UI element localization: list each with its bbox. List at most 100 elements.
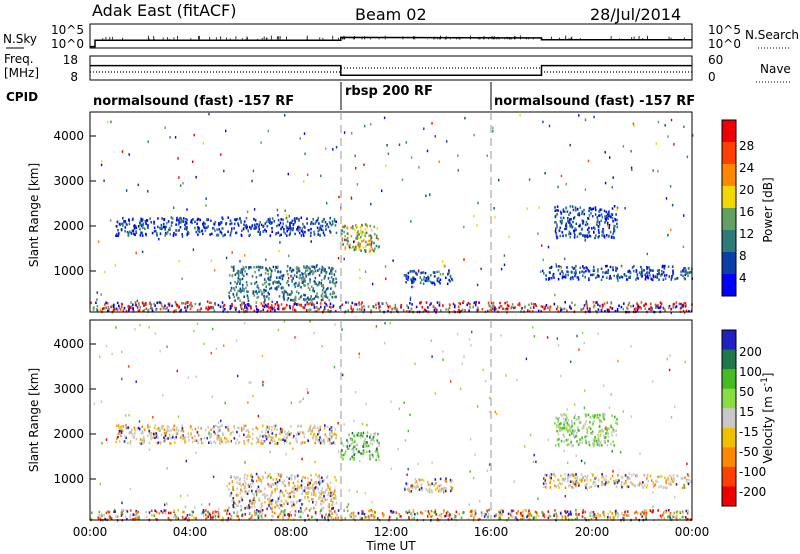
heat-cell (473, 516, 475, 519)
heat-cell (357, 230, 360, 233)
heat-cell (448, 511, 451, 515)
heat-cell (258, 228, 261, 231)
heat-cell (254, 282, 256, 285)
heat-cell (409, 413, 411, 417)
heat-cell (291, 227, 294, 231)
heat-cell (110, 517, 113, 520)
heat-cell (378, 458, 380, 462)
heat-cell (113, 510, 115, 513)
heat-cell (312, 433, 315, 436)
heat-cell (138, 303, 140, 307)
heat-cell (400, 305, 402, 309)
heat-cell (310, 231, 312, 235)
heat-cell (243, 295, 245, 298)
heat-cell (652, 481, 654, 484)
heat-cell (309, 234, 312, 237)
heat-cell (286, 220, 289, 223)
heat-cell (141, 234, 144, 237)
heat-cell (425, 301, 428, 304)
heat-cell (230, 286, 233, 290)
heat-cell (106, 302, 109, 305)
heat-cell (278, 281, 281, 284)
heat-cell (177, 415, 180, 418)
heat-cell (570, 270, 573, 274)
heat-cell (480, 511, 483, 514)
heat-cell (140, 224, 143, 228)
heat-cell (306, 173, 309, 176)
heat-cell (351, 455, 354, 458)
heat-cell (573, 229, 576, 233)
heat-cell (160, 509, 163, 513)
heat-cell (583, 208, 585, 212)
heat-cell (354, 391, 357, 394)
heat-cell (630, 415, 632, 418)
heat-cell (300, 234, 303, 237)
heat-cell (555, 416, 557, 420)
heat-cell (329, 488, 331, 491)
heat-cell (260, 439, 263, 442)
heat-cell (345, 450, 347, 453)
heat-cell (494, 410, 496, 414)
heat-cell (227, 425, 229, 428)
heat-cell (171, 221, 174, 224)
heat-cell (349, 243, 351, 246)
heat-cell (385, 301, 388, 305)
heat-cell (264, 282, 266, 285)
heat-cell (125, 414, 127, 417)
heat-cell (597, 332, 599, 335)
heat-cell (320, 174, 322, 178)
heat-cell (656, 273, 659, 276)
heat-cell (319, 509, 322, 513)
heat-cell (686, 155, 689, 159)
heat-cell (330, 497, 333, 501)
heat-cell (581, 270, 583, 273)
heat-cell (550, 476, 552, 480)
heat-cell (309, 424, 312, 428)
heat-cell (642, 481, 644, 484)
heat-cell (625, 274, 628, 278)
heat-cell (491, 305, 494, 308)
heat-cell (208, 432, 210, 435)
heat-cell (424, 271, 427, 275)
heat-cell (350, 305, 352, 308)
heat-cell (370, 244, 372, 247)
heat-cell (270, 485, 273, 488)
heat-cell (498, 306, 500, 309)
heat-cell (320, 282, 322, 285)
heat-cell (410, 484, 413, 488)
heat-cell (328, 512, 331, 515)
heat-cell (370, 123, 372, 126)
heat-cell (268, 278, 271, 282)
heat-cell (569, 211, 572, 215)
heat-cell (312, 501, 314, 504)
cpid-segment-2: rbsp 200 RF (345, 84, 433, 99)
heat-cell (159, 428, 161, 431)
heat-cell (606, 264, 608, 268)
heat-cell (571, 422, 573, 425)
heat-cell (192, 218, 194, 221)
heat-cell (673, 511, 676, 515)
heat-cell (135, 437, 138, 441)
heat-cell (146, 434, 149, 438)
heat-cell (405, 482, 407, 485)
heat-cell (132, 310, 135, 313)
heat-cell (628, 276, 630, 279)
heat-cell (231, 251, 233, 254)
heat-cell (276, 301, 278, 304)
heat-cell (406, 511, 409, 515)
heat-cell (299, 506, 302, 510)
heat-cell (583, 267, 585, 270)
heat-cell (315, 501, 318, 504)
heat-cell (571, 432, 573, 435)
heat-cell (205, 307, 207, 310)
heat-cell (543, 513, 545, 516)
heat-cell (237, 494, 240, 497)
heat-cell (540, 310, 542, 313)
heat-cell (566, 210, 569, 213)
heat-cell (650, 306, 652, 309)
heat-cell (143, 428, 146, 431)
heat-cell (152, 432, 155, 436)
heat-cell (409, 298, 412, 301)
heat-cell (251, 491, 254, 495)
heat-cell (276, 307, 279, 310)
